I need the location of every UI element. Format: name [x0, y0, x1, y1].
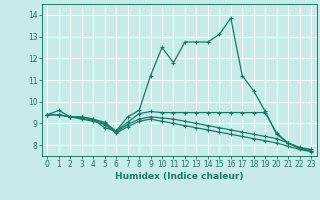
X-axis label: Humidex (Indice chaleur): Humidex (Indice chaleur) — [115, 172, 244, 181]
